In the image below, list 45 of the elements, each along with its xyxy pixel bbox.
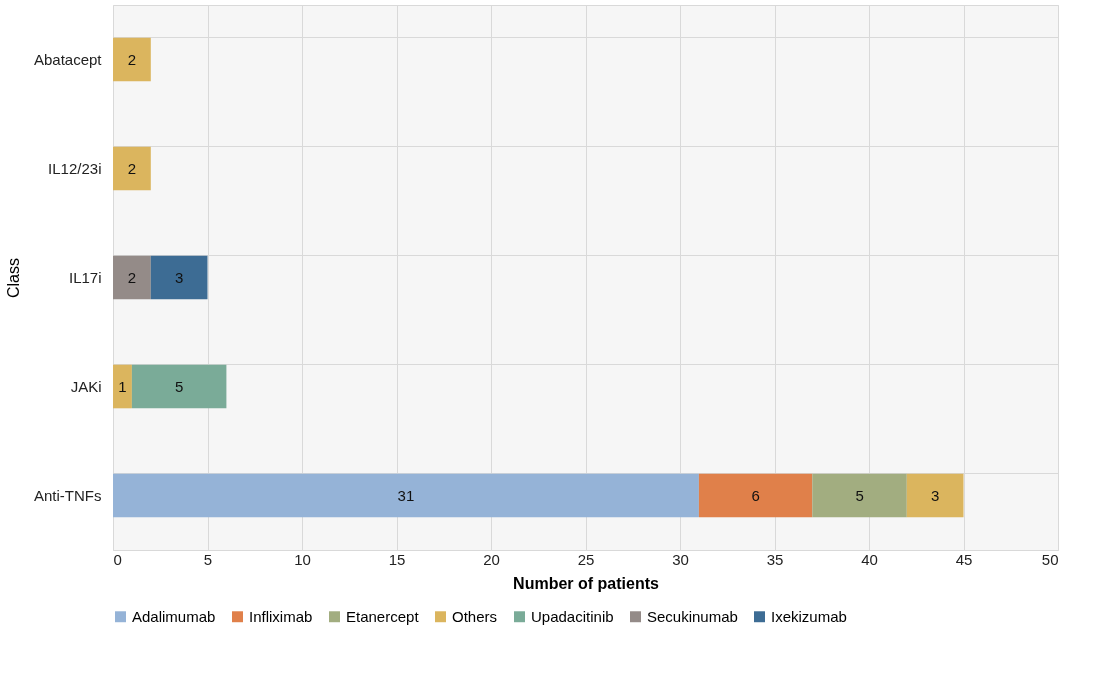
data-label: 5 [855,486,864,504]
legend-label: Upadacitinib [531,607,614,625]
bar [150,255,208,300]
legend-label: Adalimumab [132,607,216,625]
y-tick-label: IL12/23i [48,159,102,177]
x-tick-label: 30 [672,550,689,568]
data-label: 31 [397,486,415,504]
bar [906,473,964,518]
x-axis-title: Number of patients [513,574,659,592]
bar [812,473,907,518]
legend-label: Secukinumab [647,607,738,625]
bar [131,364,227,409]
data-label: 3 [930,486,940,504]
bar [698,473,813,518]
y-axis-title: Class [4,257,22,299]
x-tick-label: 15 [388,550,406,568]
bar [113,473,699,518]
bar [113,146,151,191]
y-tick-label: IL17i [68,268,102,286]
y-tick-label: JAKi [70,377,102,395]
data-label: 2 [127,50,137,68]
data-label: 1 [118,377,127,395]
data-label: 6 [751,486,760,504]
legend-label: Ixekizumab [771,607,847,625]
legend-label: Infliximab [249,607,313,625]
y-tick-label: Abatacept [33,50,103,68]
y-tick-label: Anti-TNFs [34,486,102,504]
x-tick-label: 20 [483,550,500,568]
x-tick-label: 45 [955,550,973,568]
data-label: 3 [174,268,184,286]
legend-label: Etanercept [346,607,420,625]
x-tick-label: 40 [861,550,878,568]
legend-label: Others [452,607,498,625]
bar [113,255,151,300]
data-label: 2 [127,159,137,177]
x-tick-label: 50 [1041,550,1059,568]
x-tick-label: 35 [766,550,784,568]
x-tick-label: 0 [113,550,122,568]
x-tick-label: 25 [577,550,595,568]
x-tick-label: 5 [203,550,213,568]
data-label: 2 [127,268,137,286]
x-tick-label: 10 [294,550,311,568]
data-label: 5 [174,377,184,395]
bar [113,37,151,82]
bar [113,364,132,409]
